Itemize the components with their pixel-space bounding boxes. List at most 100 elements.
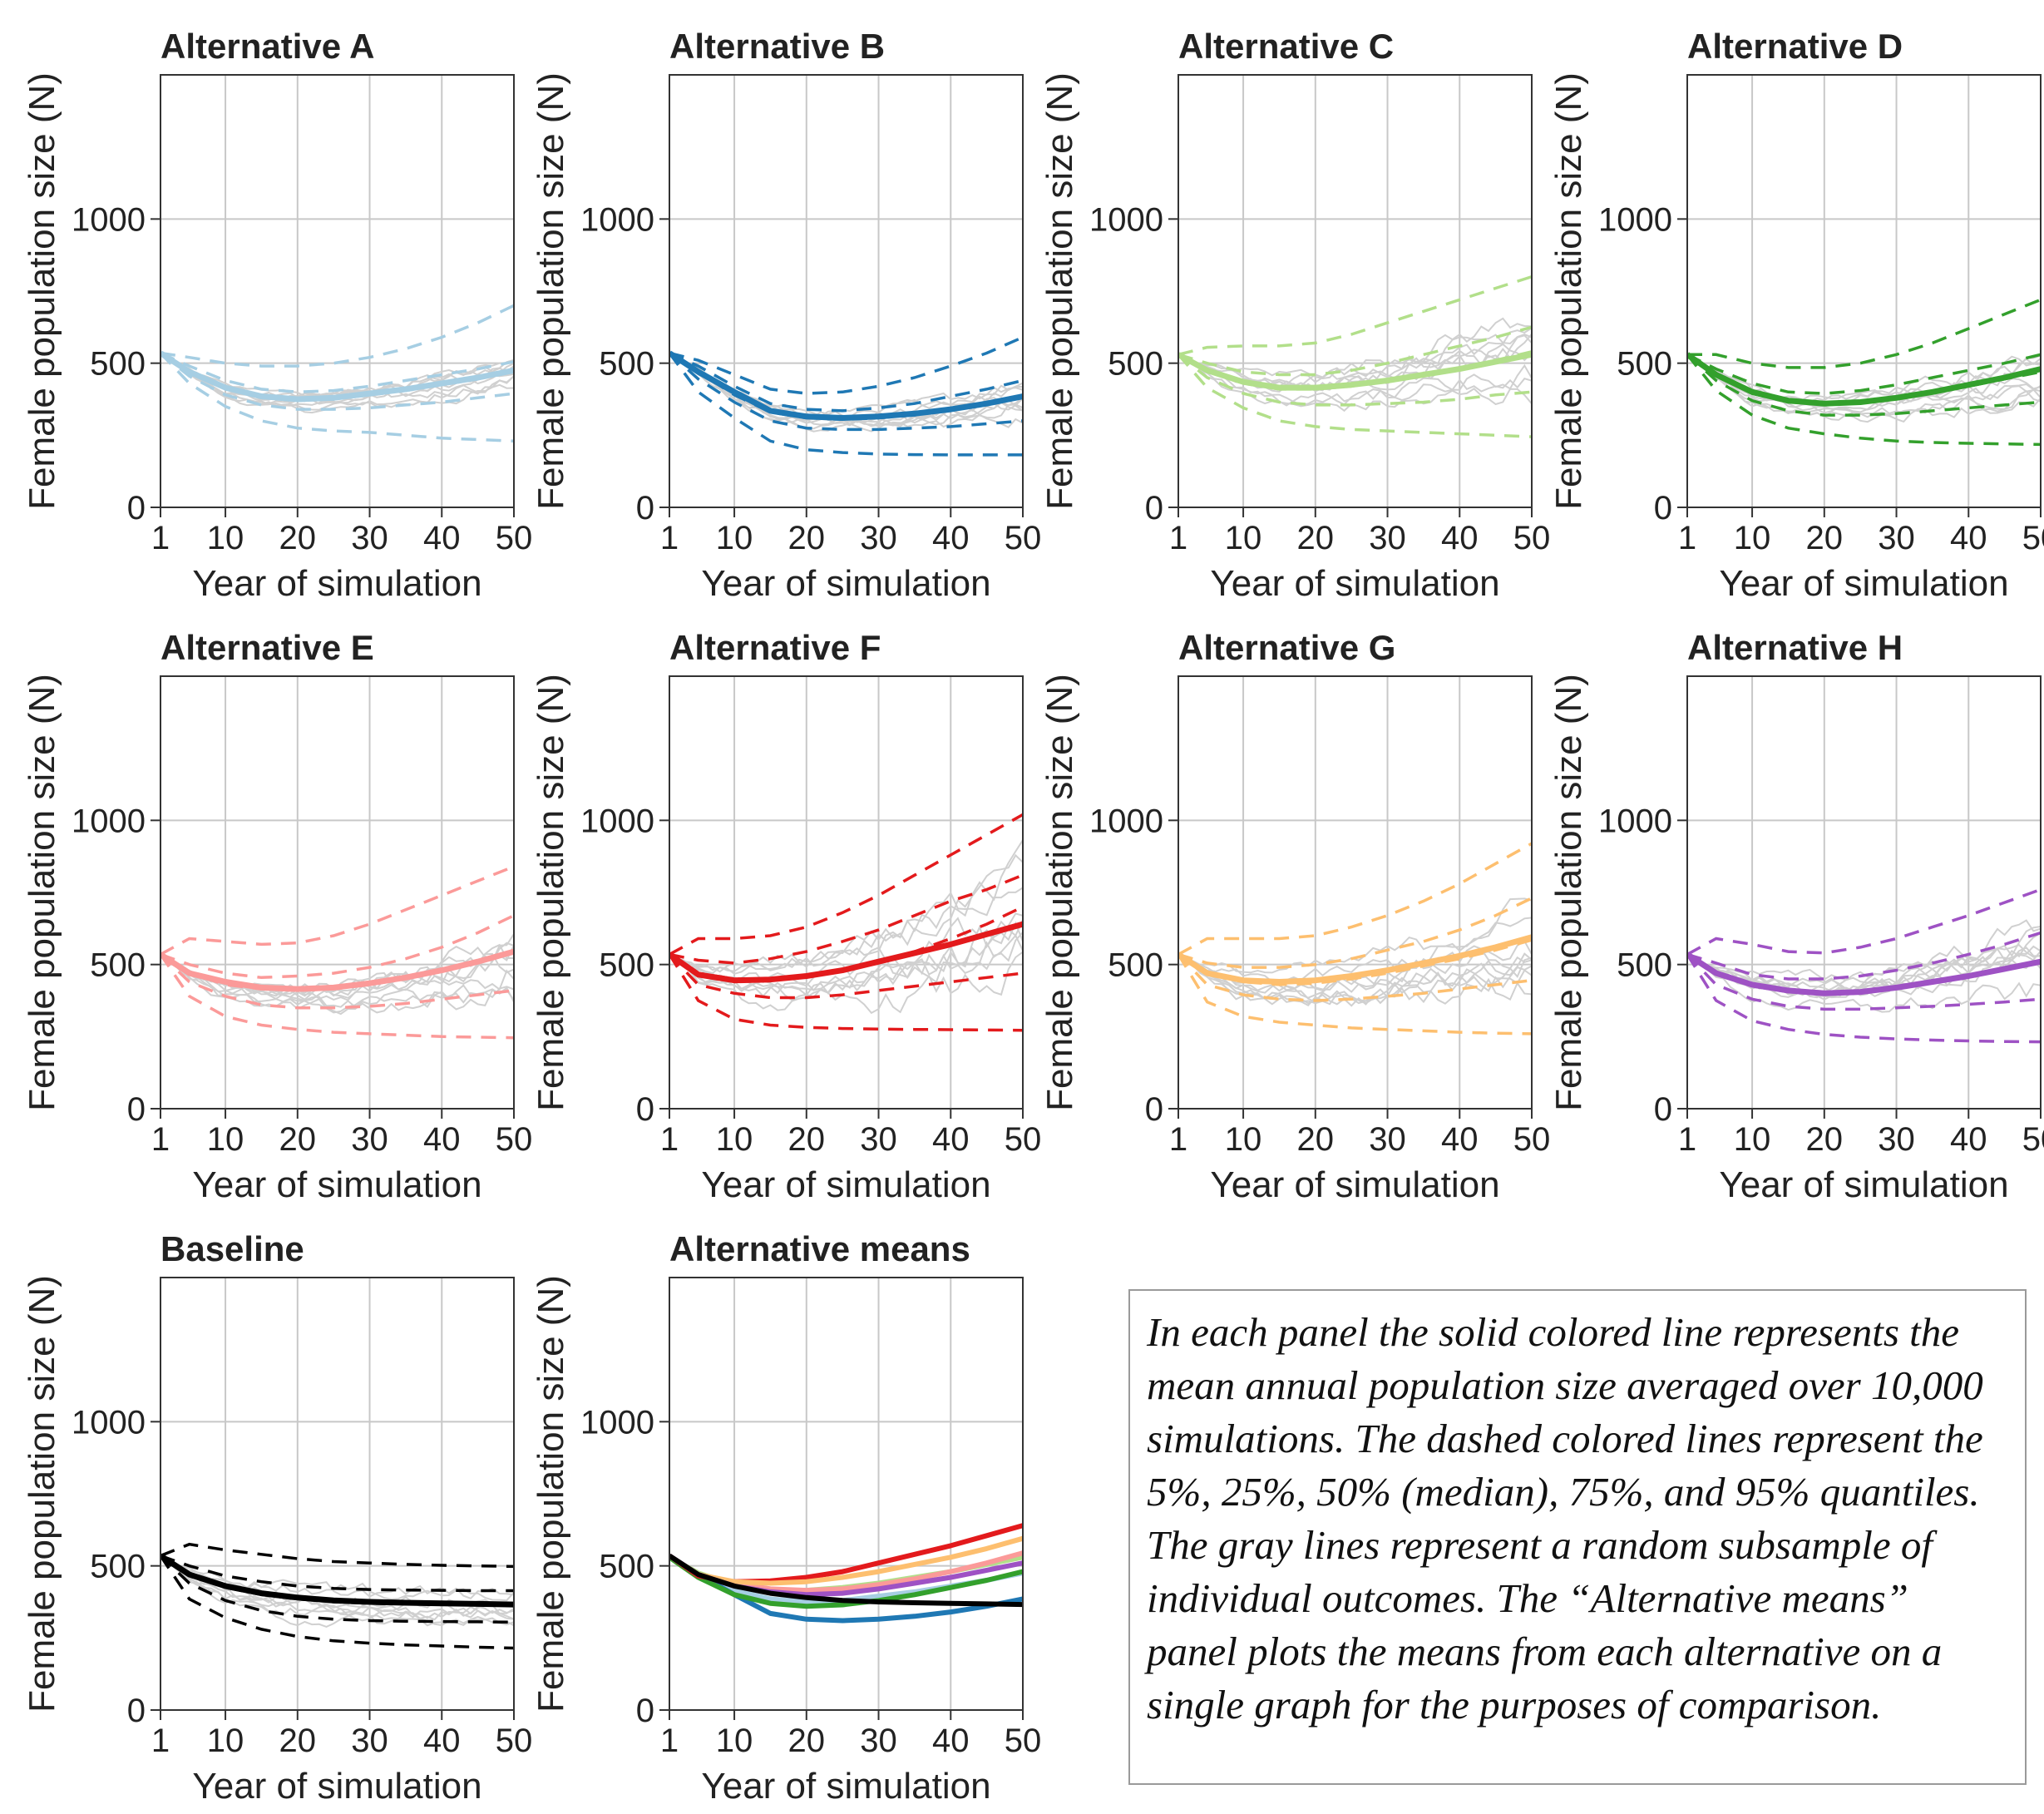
x-tick-label: 1 bbox=[660, 520, 679, 556]
x-axis-label: Year of simulation bbox=[701, 1164, 990, 1205]
quantile-line bbox=[669, 873, 1023, 965]
quantile-line bbox=[160, 1542, 514, 1569]
x-axis-label: Year of simulation bbox=[192, 563, 481, 604]
individual-outcome-line bbox=[160, 953, 514, 1001]
quantile-line bbox=[160, 1554, 514, 1593]
y-tick-label: 0 bbox=[1145, 490, 1163, 526]
mean-line bbox=[160, 350, 514, 403]
panel-title: Alternative C bbox=[1178, 27, 1394, 66]
individual-outcome-line bbox=[669, 853, 1023, 975]
individual-outcome-line bbox=[1687, 353, 2041, 414]
y-axis-label: Female population size (N) bbox=[531, 674, 571, 1111]
quantile-line bbox=[1687, 887, 2041, 956]
quantile-line bbox=[669, 813, 1023, 956]
plot-frame bbox=[1178, 74, 1533, 508]
y-tick-label: 1000 bbox=[580, 201, 654, 238]
quantile-line bbox=[1178, 842, 1532, 956]
plot-frame bbox=[160, 675, 515, 1110]
plot-area bbox=[160, 865, 514, 1040]
plot-frame bbox=[669, 1277, 1024, 1711]
x-tick-label: 40 bbox=[1441, 520, 1479, 556]
plot-frame bbox=[160, 1277, 515, 1711]
y-tick-label: 500 bbox=[1108, 346, 1163, 383]
quantile-line bbox=[1178, 953, 1532, 1036]
panel-title: Alternative H bbox=[1687, 628, 1903, 667]
x-tick-label: 10 bbox=[207, 1723, 244, 1759]
quantile-line bbox=[160, 914, 514, 980]
individual-outcome-line bbox=[160, 352, 514, 414]
x-tick-label: 50 bbox=[1005, 520, 1042, 556]
x-tick-label: 20 bbox=[788, 520, 826, 556]
x-tick-label: 10 bbox=[716, 1121, 753, 1158]
x-tick-label: 50 bbox=[1005, 1121, 1042, 1158]
quantile-line bbox=[160, 304, 514, 368]
y-axis-label: Female population size (N) bbox=[22, 1275, 62, 1713]
y-tick-label: 1000 bbox=[580, 803, 654, 839]
alternative-mean-line bbox=[669, 1553, 1023, 1608]
x-axis-label: Year of simulation bbox=[701, 563, 990, 604]
y-axis-label: Female population size (N) bbox=[531, 1275, 571, 1713]
quantile-line bbox=[1687, 931, 2041, 981]
panel-title: Alternative D bbox=[1687, 27, 1903, 66]
plot-area bbox=[1178, 842, 1532, 1036]
x-tick-label: 30 bbox=[1369, 520, 1406, 556]
y-tick-label: 500 bbox=[90, 947, 146, 984]
y-tick-label: 500 bbox=[90, 1549, 146, 1585]
x-tick-label: 30 bbox=[860, 520, 897, 556]
figure-caption: In each panel the solid colored line rep… bbox=[1128, 1289, 2027, 1785]
quantile-line bbox=[669, 351, 1023, 413]
y-tick-label: 500 bbox=[1617, 947, 1672, 984]
y-tick-label: 0 bbox=[1654, 490, 1672, 526]
x-axis-label: Year of simulation bbox=[192, 1164, 481, 1205]
mean-line bbox=[1178, 351, 1532, 391]
x-tick-label: 20 bbox=[279, 520, 317, 556]
individual-outcome-line bbox=[1687, 353, 2041, 423]
y-tick-label: 500 bbox=[599, 1549, 654, 1585]
mean-line bbox=[669, 350, 1023, 421]
x-tick-label: 40 bbox=[932, 520, 970, 556]
quantile-line bbox=[1687, 353, 2041, 417]
x-tick-label: 20 bbox=[1806, 520, 1844, 556]
individual-outcome-line bbox=[160, 953, 514, 1016]
y-tick-label: 0 bbox=[636, 490, 654, 526]
x-tick-label: 30 bbox=[351, 520, 388, 556]
x-tick-label: 50 bbox=[496, 1121, 533, 1158]
individual-outcome-line bbox=[669, 839, 1023, 972]
x-tick-label: 20 bbox=[1806, 1121, 1844, 1158]
y-tick-label: 1000 bbox=[72, 803, 146, 839]
y-tick-label: 1000 bbox=[1598, 803, 1672, 839]
x-tick-label: 50 bbox=[496, 1723, 533, 1759]
quantile-line bbox=[1687, 953, 2041, 1011]
x-tick-label: 20 bbox=[788, 1723, 826, 1759]
x-tick-label: 1 bbox=[660, 1121, 679, 1158]
y-tick-label: 1000 bbox=[1089, 201, 1163, 238]
individual-outcome-line bbox=[1178, 945, 1532, 994]
individual-outcome-line bbox=[1687, 353, 2041, 403]
quantile-line bbox=[669, 953, 1023, 1000]
plot-frame bbox=[669, 675, 1024, 1110]
plot-frame bbox=[1686, 74, 2042, 508]
quantile-line bbox=[1178, 275, 1532, 356]
x-tick-label: 1 bbox=[151, 1723, 170, 1759]
x-tick-label: 20 bbox=[1297, 1121, 1335, 1158]
plot-frame bbox=[160, 74, 515, 508]
panel-title: Alternative G bbox=[1178, 628, 1395, 667]
x-axis-label: Year of simulation bbox=[1719, 1164, 2008, 1205]
x-tick-label: 30 bbox=[1878, 1121, 1915, 1158]
x-axis-label: Year of simulation bbox=[1719, 563, 2008, 604]
x-axis-label: Year of simulation bbox=[192, 1766, 481, 1807]
individual-outcome-line bbox=[160, 352, 514, 407]
plot-area bbox=[669, 1523, 1023, 1624]
x-tick-label: 1 bbox=[660, 1723, 679, 1759]
quantile-line bbox=[160, 953, 514, 1040]
x-tick-label: 50 bbox=[1513, 1121, 1551, 1158]
x-tick-label: 1 bbox=[1678, 520, 1696, 556]
y-tick-label: 0 bbox=[1145, 1091, 1163, 1128]
individual-outcome-line bbox=[669, 352, 1023, 432]
y-tick-label: 1000 bbox=[1089, 803, 1163, 839]
quantile-line bbox=[1687, 353, 2041, 447]
